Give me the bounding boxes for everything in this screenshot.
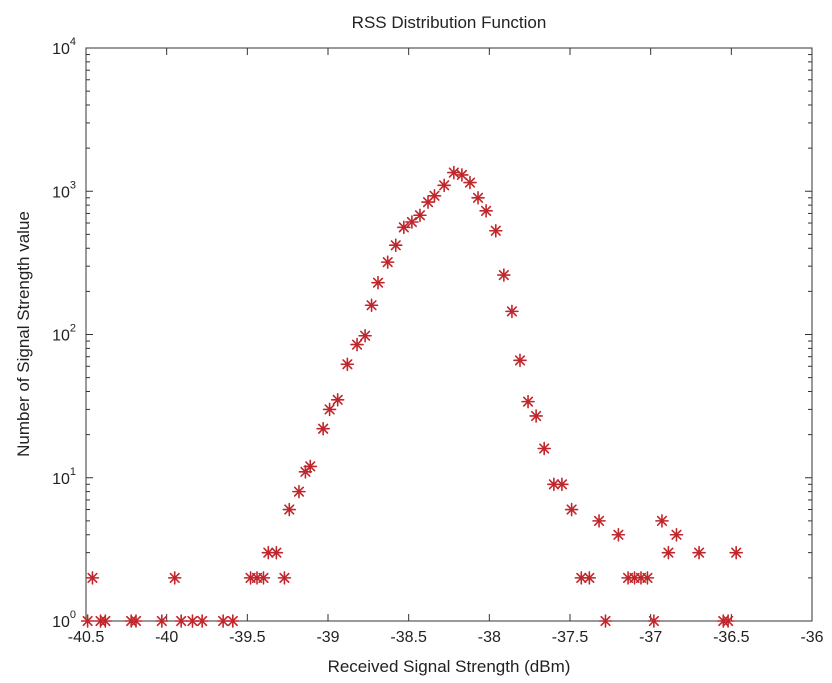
data-point: [298, 465, 313, 479]
x-tick-label: -36: [800, 629, 823, 646]
data-point: [611, 527, 626, 542]
data-point: [282, 502, 297, 517]
data-point: [340, 357, 355, 372]
data-point: [640, 571, 655, 585]
data-point: [647, 614, 661, 628]
data-point: [261, 545, 276, 560]
x-tick-label: -40: [155, 629, 178, 646]
data-point: [413, 208, 427, 223]
chart-title: RSS Distribution Function: [352, 13, 547, 32]
x-tick-label: -36.5: [713, 629, 750, 646]
data-point: [582, 571, 597, 585]
data-point: [129, 614, 143, 628]
data-point: [488, 223, 503, 238]
data-point: [574, 571, 589, 585]
x-tick-label: -38.5: [390, 629, 427, 646]
data-point: [505, 304, 519, 319]
data-point: [421, 195, 435, 209]
data-point: [463, 175, 477, 190]
data-point: [185, 614, 200, 628]
data-point: [174, 614, 188, 628]
data-point: [388, 238, 403, 253]
x-tick-label: -39.5: [229, 629, 266, 646]
data-point: [322, 402, 337, 417]
data-point: [598, 614, 613, 628]
x-tick-label: -37.5: [552, 629, 589, 646]
data-point: [292, 484, 306, 499]
data-point: [80, 614, 95, 628]
data-point: [167, 571, 182, 585]
data-point: [479, 204, 493, 218]
data-point: [371, 275, 385, 290]
data-point: [405, 215, 419, 229]
data-points: [80, 165, 743, 628]
data-point: [521, 394, 535, 409]
x-axis-label: Received Signal Strength (dBm): [328, 657, 571, 676]
data-point: [669, 527, 684, 542]
data-point: [729, 545, 743, 560]
plot-frame: [85, 47, 813, 622]
data-point: [85, 571, 100, 585]
data-point: [721, 614, 735, 628]
y-axis-label: Number of Signal Strength value: [14, 211, 33, 457]
data-point: [692, 545, 706, 560]
data-point: [316, 421, 330, 436]
data-point: [427, 188, 442, 203]
data-point: [537, 441, 551, 456]
data-point: [437, 178, 451, 193]
x-tick-label: -37: [639, 629, 662, 646]
data-point: [350, 337, 364, 352]
data-point: [513, 353, 527, 368]
data-point: [98, 614, 113, 628]
data-point: [447, 165, 461, 180]
data-point: [155, 614, 169, 628]
data-point: [529, 409, 543, 423]
data-point: [358, 328, 372, 343]
data-point: [592, 514, 606, 528]
x-tick-label: -38: [478, 629, 501, 646]
data-point: [269, 545, 284, 560]
data-point: [364, 298, 379, 313]
data-point: [303, 459, 318, 474]
data-point: [661, 545, 676, 560]
data-point: [226, 614, 240, 628]
data-point: [564, 502, 579, 517]
data-point: [195, 614, 209, 628]
data-point: [497, 268, 511, 282]
x-axis: -40.5 -40 -39.5 -39 -38.5 -38 -37.5 -37 -36.5 -36: [68, 48, 824, 646]
data-point: [330, 393, 345, 407]
x-tick-label: -39: [316, 629, 339, 646]
data-point: [380, 255, 395, 269]
data-point: [655, 514, 669, 528]
data-point: [256, 571, 271, 585]
data-point: [471, 191, 485, 205]
data-point: [397, 220, 411, 235]
data-point: [277, 571, 292, 585]
data-point: [555, 477, 569, 492]
data-point: [455, 168, 469, 182]
x-tick-label: -40.5: [68, 629, 105, 646]
